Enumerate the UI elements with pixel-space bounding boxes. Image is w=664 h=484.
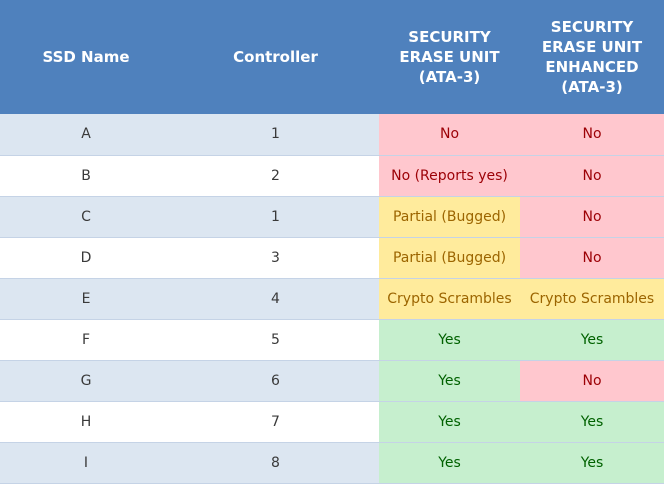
cell-security-erase-unit-enhanced: No <box>520 155 664 197</box>
cell-security-erase-unit-enhanced: No <box>520 114 664 156</box>
cell-ssd-name: B <box>0 155 172 197</box>
table-header: SSD Name Controller SECURITY ERASE UNIT (ATA… <box>0 0 664 114</box>
header-line: ERASE UNIT <box>541 38 643 56</box>
cell-controller: 4 <box>172 278 379 320</box>
header-row: SSD Name Controller SECURITY ERASE UNIT (ATA… <box>0 0 664 114</box>
cell-controller: 1 <box>172 196 379 238</box>
cell-controller: 8 <box>172 442 379 484</box>
cell-security-erase-unit-enhanced: Yes <box>520 319 664 361</box>
cell-security-erase-unit-enhanced: No <box>520 196 664 238</box>
table-row: B 2 No (Reports yes) No <box>0 155 664 197</box>
cell-security-erase-unit-enhanced: No <box>520 360 664 402</box>
cell-security-erase-unit-enhanced: Crypto Scrambles <box>520 278 664 320</box>
table-row: G 6 Yes No <box>0 360 664 402</box>
cell-controller: 1 <box>172 114 379 156</box>
table-row: I 8 Yes Yes <box>0 442 664 484</box>
table-row: H 7 Yes Yes <box>0 401 664 443</box>
header-line: SECURITY <box>550 18 634 36</box>
table-row: D 3 Partial (Bugged) No <box>0 237 664 279</box>
cell-security-erase-unit: Partial (Bugged) <box>379 237 520 279</box>
cell-ssd-name: D <box>0 237 172 279</box>
table-row: F 5 Yes Yes <box>0 319 664 361</box>
header-ssd-name: SSD Name <box>0 0 172 114</box>
cell-ssd-name: A <box>0 114 172 156</box>
table-row: C 1 Partial (Bugged) No <box>0 196 664 238</box>
table-row: A 1 No No <box>0 114 664 156</box>
cell-ssd-name: G <box>0 360 172 402</box>
cell-security-erase-unit: Yes <box>379 360 520 402</box>
cell-ssd-name: F <box>0 319 172 361</box>
cell-security-erase-unit: Crypto Scrambles <box>379 278 520 320</box>
cell-ssd-name: H <box>0 401 172 443</box>
cell-security-erase-unit-enhanced: No <box>520 237 664 279</box>
header-line: Controller <box>233 48 318 66</box>
cell-security-erase-unit: Yes <box>379 401 520 443</box>
cell-ssd-name: E <box>0 278 172 320</box>
cell-controller: 3 <box>172 237 379 279</box>
header-line: ERASE UNIT <box>399 48 500 66</box>
cell-security-erase-unit: Partial (Bugged) <box>379 196 520 238</box>
cell-controller: 7 <box>172 401 379 443</box>
header-line: SECURITY <box>408 28 491 46</box>
header-security-erase-unit: SECURITY ERASE UNIT (ATA-3) <box>379 0 520 114</box>
cell-controller: 5 <box>172 319 379 361</box>
header-line: (ATA-3) <box>561 78 623 96</box>
cell-security-erase-unit: No (Reports yes) <box>379 155 520 197</box>
cell-security-erase-unit: No <box>379 114 520 156</box>
cell-controller: 2 <box>172 155 379 197</box>
header-security-erase-unit-enhanced: SECURITY ERASE UNIT ENHANCED (ATA-3) <box>520 0 664 114</box>
header-line: (ATA-3) <box>418 68 481 86</box>
cell-security-erase-unit-enhanced: Yes <box>520 442 664 484</box>
header-line: ENHANCED <box>545 58 639 76</box>
header-controller: Controller <box>172 0 379 114</box>
cell-security-erase-unit: Yes <box>379 442 520 484</box>
cell-security-erase-unit: Yes <box>379 319 520 361</box>
cell-ssd-name: I <box>0 442 172 484</box>
table-row: E 4 Crypto Scrambles Crypto Scrambles <box>0 278 664 320</box>
table-body: A 1 No No B 2 No (Reports yes) No C 1 Partial (Bug… <box>0 114 664 484</box>
cell-controller: 6 <box>172 360 379 402</box>
header-line: SSD Name <box>42 48 130 66</box>
cell-ssd-name: C <box>0 196 172 238</box>
cell-security-erase-unit-enhanced: Yes <box>520 401 664 443</box>
